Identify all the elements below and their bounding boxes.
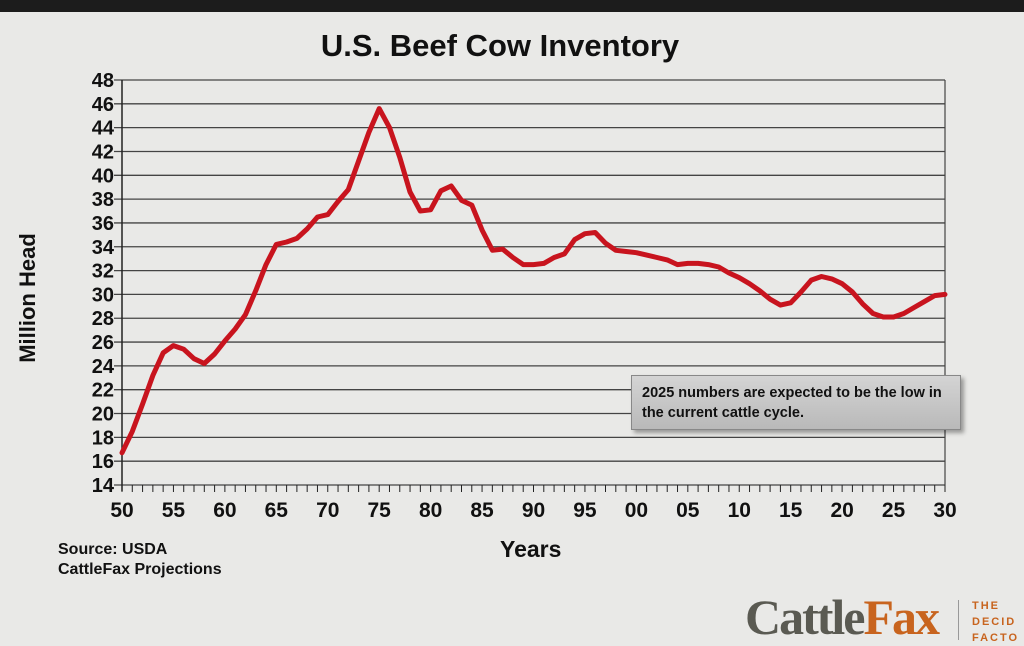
x-tick-label: 60 — [213, 499, 236, 522]
annotation-box: 2025 numbers are expected to be the low … — [631, 375, 961, 430]
x-tick-label: 30 — [933, 499, 956, 522]
y-tick-label: 20 — [92, 404, 114, 426]
x-tick-label: 00 — [625, 499, 648, 522]
x-axis-label: Years — [500, 536, 561, 563]
y-tick-label: 34 — [92, 237, 115, 259]
y-tick-label: 44 — [92, 118, 115, 140]
y-tick-label: 22 — [92, 380, 114, 402]
y-tick-label: 46 — [92, 94, 114, 116]
y-tick-label: 24 — [92, 356, 115, 378]
logo-fax: Fax — [864, 589, 939, 645]
x-tick-label: 55 — [162, 499, 186, 522]
y-tick-label: 32 — [92, 261, 114, 283]
y-tick-label: 48 — [92, 70, 114, 92]
y-tick-label: 40 — [92, 165, 114, 187]
y-tick-label: 36 — [92, 213, 114, 235]
x-tick-label: 20 — [830, 499, 853, 522]
y-tick-label: 42 — [92, 141, 114, 163]
y-tick-label: 28 — [92, 308, 114, 330]
y-tick-label: 14 — [92, 475, 115, 497]
cattlefax-logo: CattleFax — [745, 592, 938, 642]
tagline-2: DECID — [972, 614, 1019, 630]
y-tick-label: 30 — [92, 284, 114, 306]
y-tick-label: 26 — [92, 332, 114, 354]
y-axis-label: Million Head — [15, 228, 41, 368]
x-tick-label: 50 — [110, 499, 133, 522]
x-tick-label: 90 — [522, 499, 545, 522]
x-tick-label: 65 — [265, 499, 289, 522]
x-tick-label: 05 — [676, 499, 700, 522]
logo-divider — [958, 600, 959, 640]
x-tick-label: 15 — [779, 499, 803, 522]
y-tick-label: 18 — [92, 427, 114, 449]
tagline-1: THE — [972, 598, 1019, 614]
logo-tagline: THE DECID FACTO — [972, 598, 1019, 646]
y-tick-label: 38 — [92, 189, 114, 211]
x-tick-label: 25 — [882, 499, 906, 522]
logo-cattle: Cattle — [745, 589, 864, 645]
source-note: Source: USDA CattleFax Projections — [58, 540, 222, 580]
projection-line: CattleFax Projections — [58, 560, 222, 580]
x-tick-label: 80 — [419, 499, 442, 522]
source-line: Source: USDA — [58, 540, 222, 560]
x-tick-label: 75 — [368, 499, 392, 522]
x-tick-label: 95 — [573, 499, 597, 522]
x-tick-label: 10 — [728, 499, 751, 522]
x-tick-label: 85 — [470, 499, 494, 522]
y-tick-label: 16 — [92, 451, 114, 473]
x-tick-label: 70 — [316, 499, 339, 522]
